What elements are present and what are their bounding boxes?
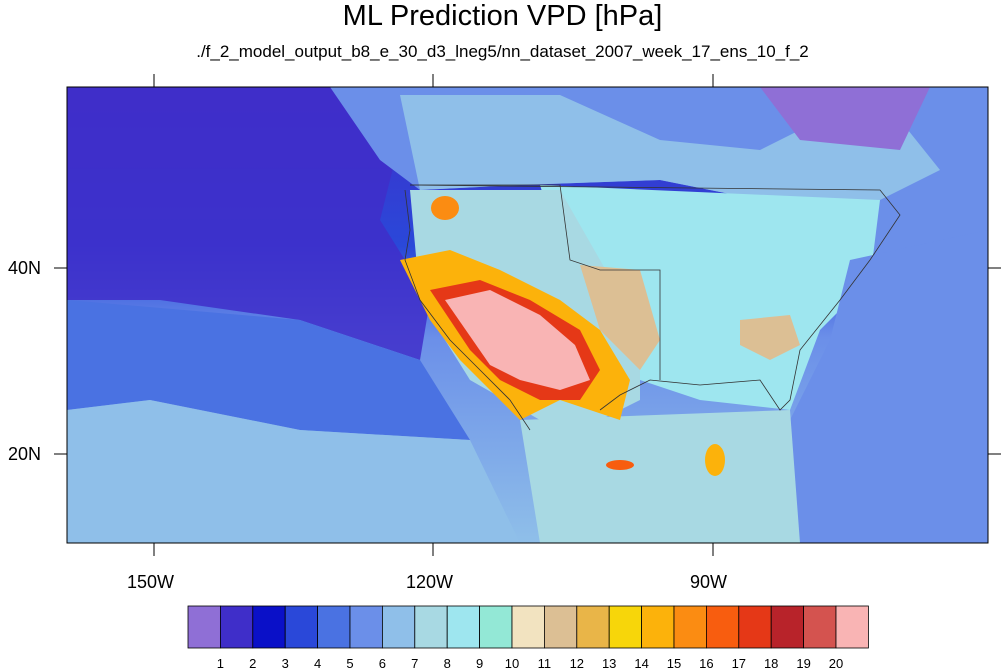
colorbar-tick-label: 9 xyxy=(475,656,484,671)
colorbar-tick-label: 18 xyxy=(763,656,779,671)
colorbar-tick-label: 17 xyxy=(731,656,747,671)
map-frame xyxy=(66,86,989,544)
colorbar-tick-label: 20 xyxy=(828,656,844,671)
colorbar-swatch xyxy=(835,605,869,649)
colorbar-swatch xyxy=(738,605,772,649)
colorbar-swatch xyxy=(414,605,448,649)
colorbar-tick-label: 12 xyxy=(569,656,585,671)
canada-interior-region xyxy=(400,95,940,200)
yucatan-hotspot xyxy=(705,444,725,476)
axis-ticks xyxy=(54,74,1001,556)
central-pacific-region xyxy=(67,300,470,440)
colorbar-swatch xyxy=(803,605,837,649)
lat-label-40n: 40N xyxy=(8,258,42,278)
colorbar-swatch xyxy=(576,605,610,649)
coastlines xyxy=(404,184,901,431)
colorbar-tick-label: 13 xyxy=(601,656,617,671)
desert-hottest-region xyxy=(445,290,590,390)
map-subtitle: ./f_2_model_output_b8_e_30_d3_lneg5/nn_d… xyxy=(196,42,809,61)
colorbar-tick-label: 16 xyxy=(699,656,714,671)
colorbar-tick-label: 14 xyxy=(634,656,649,671)
colorbar-swatch xyxy=(187,605,221,649)
colorbar-tick-label: 15 xyxy=(666,656,682,671)
lon-label-90w: 90W xyxy=(690,572,728,592)
colorbar-tick-label: 19 xyxy=(796,656,811,671)
lon-label-120w: 120W xyxy=(406,572,454,592)
lat-label-20n: 20N xyxy=(8,444,42,464)
south-pacific-region xyxy=(67,400,520,543)
colorbar-tick-label: 11 xyxy=(537,656,552,671)
colorbar-swatch xyxy=(349,605,383,649)
colorbar-swatch xyxy=(284,605,319,649)
colorbar-swatch xyxy=(219,605,254,649)
colorbar-tick-label: 5 xyxy=(346,656,354,671)
colorbar-swatch xyxy=(544,605,578,649)
oregon-hotspot xyxy=(431,196,459,220)
colorbar-swatch xyxy=(317,605,351,649)
southeast-dry-region xyxy=(740,315,800,360)
plains-dry-region xyxy=(580,265,660,370)
colorbar-swatch xyxy=(446,605,481,649)
colorbar-swatch xyxy=(511,605,545,649)
colorbar xyxy=(187,605,869,649)
colorbar-swatch xyxy=(673,605,707,649)
colorbar-swatch xyxy=(608,605,643,649)
colorbar-tick-label: 7 xyxy=(411,656,419,671)
colorbar-swatch xyxy=(252,605,286,649)
colorbar-swatch xyxy=(381,605,416,649)
atlantic-region xyxy=(780,230,988,543)
colorbar-tick-label: 2 xyxy=(249,656,257,671)
mexico-hotspot xyxy=(606,460,634,470)
colorbar-swatch xyxy=(706,605,740,649)
gulf-region xyxy=(520,410,800,543)
colorbar-swatch xyxy=(479,605,513,649)
lon-label-150w: 150W xyxy=(127,572,175,592)
vpd-field xyxy=(67,87,988,543)
hudson-bay-region xyxy=(760,87,930,150)
colorbar-tick-label: 6 xyxy=(378,656,386,671)
north-pacific-region xyxy=(67,87,430,360)
map-title: ML Prediction VPD [hPa] xyxy=(342,0,663,32)
colorbar-swatch xyxy=(641,605,675,649)
colorbar-tick-label: 8 xyxy=(443,656,451,671)
colorbar-tick-label: 1 xyxy=(216,656,224,671)
colorbar-tick-label: 3 xyxy=(281,656,289,671)
colorbar-swatch xyxy=(770,605,805,649)
colorbar-tick-label: 10 xyxy=(504,656,520,671)
colorbar-tick-label: 4 xyxy=(313,656,322,671)
